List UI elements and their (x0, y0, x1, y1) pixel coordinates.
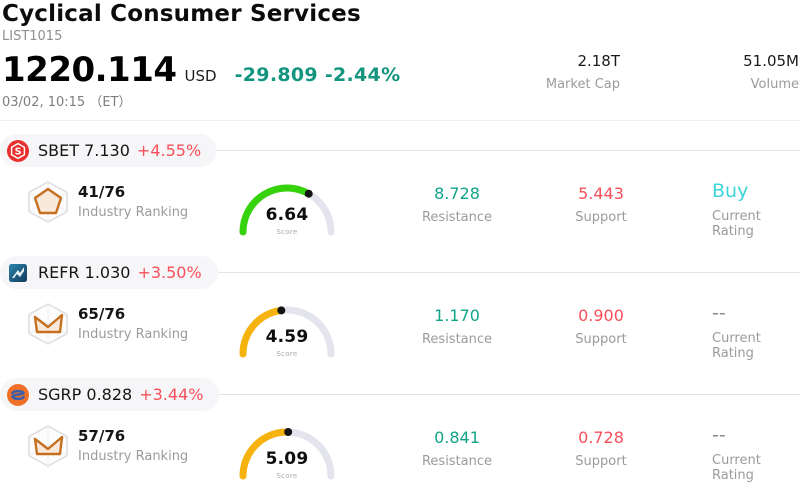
support-column: 0.728 Support (539, 428, 663, 469)
rating-column: -- Current Rating (712, 302, 800, 361)
ticker-pill[interactable]: S SBET 7.130 +4.55% (0, 134, 218, 167)
row-divider (217, 150, 800, 151)
row-divider (217, 272, 800, 273)
support-value: 0.900 (578, 306, 624, 325)
support-column: 5.443 Support (539, 184, 663, 225)
industry-ranking: 41/76 Industry Ranking (78, 183, 188, 220)
volume-value: 51.05M (743, 52, 799, 70)
ticker-change-pct: +3.44% (139, 385, 204, 404)
market-cap-value: 2.18T (577, 52, 620, 70)
ticker-price: SBET 7.130 (38, 141, 130, 160)
row-divider (219, 394, 800, 395)
ticker-pill-row: S SBET 7.130 +4.55% (0, 134, 800, 167)
page-title: Cyclical Consumer Services (2, 1, 361, 27)
score-gauge: 5.09 Score (232, 421, 342, 485)
resistance-column: 0.841 Resistance (395, 428, 519, 469)
ranking-label: Industry Ranking (78, 327, 189, 342)
resistance-label: Resistance (421, 454, 493, 469)
price-change: -29.809 -2.44% (234, 64, 401, 86)
volume-stat: 51.05M Volume (743, 52, 799, 92)
support-value: 5.443 (578, 184, 624, 203)
current-rating-label: Current Rating (712, 331, 761, 361)
quote-timestamp: 03/02, 10:15 （ET） (2, 95, 132, 110)
radar-hexagon-icon (28, 303, 68, 345)
support-column: 0.900 Support (539, 306, 663, 347)
resistance-label: Resistance (421, 210, 493, 225)
support-label: Support (575, 332, 627, 347)
rating-column: Buy Current Rating (712, 180, 800, 239)
svg-text:S: S (15, 146, 22, 157)
ranking-value: 57/76 (78, 427, 126, 445)
ticker-pill-row: REFR 1.030 +3.50% (0, 256, 800, 289)
resistance-label: Resistance (421, 332, 493, 347)
gauge-arc (239, 184, 335, 236)
resistance-column: 1.170 Resistance (395, 306, 519, 347)
market-cap-stat: 2.18T Market Cap (546, 52, 620, 92)
industry-ranking: 57/76 Industry Ranking (78, 427, 188, 464)
price-row: 1220.114 USD -29.809 -2.44% (2, 50, 400, 90)
score-label: Score (276, 350, 298, 358)
gauge-arc (239, 306, 335, 358)
ticker-change-pct: +4.55% (136, 141, 202, 160)
ticker-pill[interactable]: REFR 1.030 +3.50% (0, 256, 218, 289)
ranking-label: Industry Ranking (78, 205, 189, 220)
ranking-value: 41/76 (78, 183, 126, 201)
radar-hexagon-icon (28, 425, 68, 467)
score-label: Score (276, 228, 298, 236)
volume-label: Volume (750, 77, 799, 92)
current-rating-label: Current Rating (712, 453, 761, 483)
stock-row: REFR 1.030 +3.50% 65/76 Industry Ranking… (0, 243, 800, 365)
ticker-pill-row: SGRP 0.828 +3.44% (0, 378, 800, 411)
quote-header: Cyclical Consumer Services LIST1015 1220… (0, 0, 800, 121)
score-label: Score (276, 472, 298, 480)
support-value: 0.728 (578, 428, 624, 447)
resistance-value: 8.728 (434, 184, 480, 203)
current-rating-label: Current Rating (712, 209, 761, 239)
resistance-value: 1.170 (434, 306, 480, 325)
support-label: Support (575, 454, 627, 469)
sbet-logo-icon: S (7, 139, 29, 162)
stock-row: SGRP 0.828 +3.44% 57/76 Industry Ranking… (0, 365, 800, 487)
score-value: 4.59 (265, 327, 309, 347)
refr-logo-icon (9, 263, 27, 282)
ranking-value: 65/76 (78, 305, 126, 323)
currency-label: USD (184, 67, 217, 85)
support-label: Support (575, 210, 627, 225)
rating-column: -- Current Rating (712, 424, 800, 483)
current-rating-value: -- (712, 302, 726, 324)
resistance-value: 0.841 (434, 428, 480, 447)
score-gauge: 4.59 Score (232, 299, 342, 363)
symbol-code: LIST1015 (2, 29, 63, 44)
ticker-pill[interactable]: SGRP 0.828 +3.44% (0, 378, 220, 411)
industry-ranking: 65/76 Industry Ranking (78, 305, 188, 342)
resistance-column: 8.728 Resistance (395, 184, 519, 225)
stock-row: S SBET 7.130 +4.55% 41/76 Industry Ranki… (0, 121, 800, 243)
ticker-price: SGRP 0.828 (38, 385, 133, 404)
sgrp-logo-icon (7, 383, 29, 406)
ticker-price: REFR 1.030 (38, 263, 131, 282)
ticker-change-pct: +3.50% (137, 263, 202, 282)
score-gauge: 6.64 Score (232, 177, 342, 241)
current-rating-value: -- (712, 424, 726, 446)
radar-hexagon-icon (28, 181, 68, 223)
market-cap-label: Market Cap (545, 77, 620, 92)
gauge-arc (239, 428, 335, 480)
score-value: 6.64 (265, 205, 309, 225)
score-value: 5.09 (265, 449, 309, 469)
current-rating-value: Buy (712, 180, 749, 202)
ranking-label: Industry Ranking (78, 449, 189, 464)
last-price: 1220.114 (2, 50, 177, 90)
